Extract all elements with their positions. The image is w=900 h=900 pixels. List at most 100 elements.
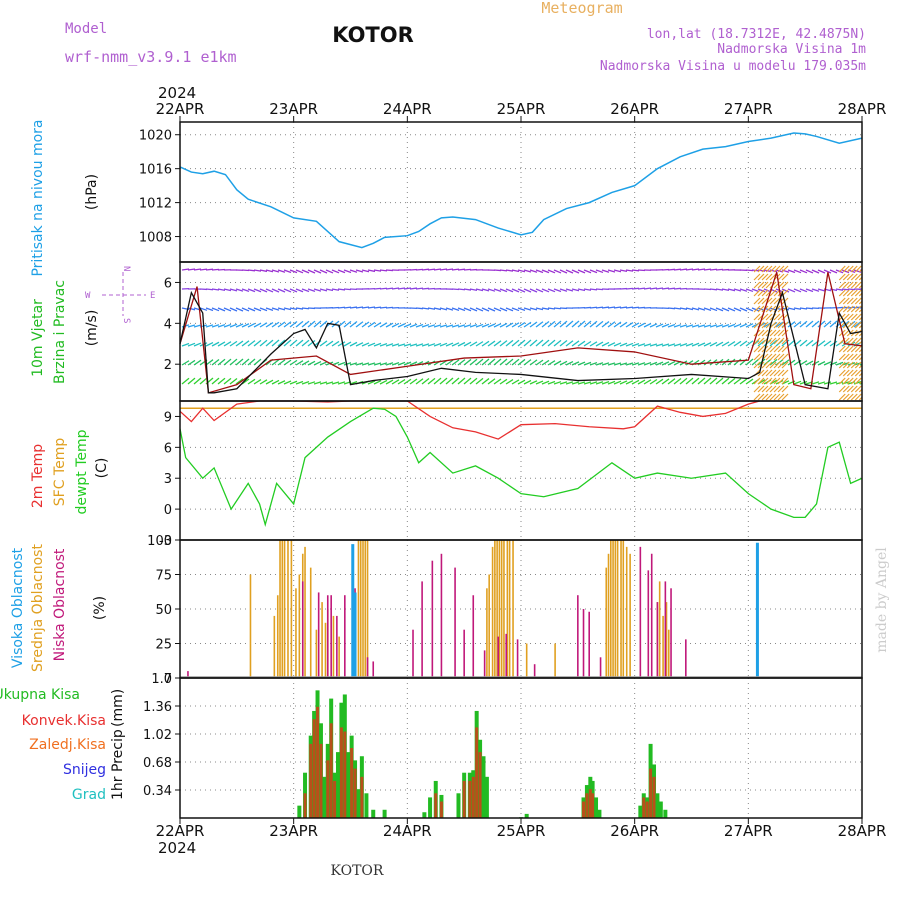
wind-barb	[343, 269, 352, 274]
wind-barb	[259, 288, 268, 293]
wind-barb	[829, 320, 838, 328]
wind-barb	[451, 342, 460, 347]
wind-barb	[343, 306, 352, 309]
wind-barb	[709, 268, 718, 271]
temp2m-line	[179, 400, 760, 440]
wind-barb	[205, 359, 214, 366]
wind-gust-barb	[858, 276, 862, 281]
wind-barb	[739, 378, 748, 385]
wind-barb	[691, 342, 700, 347]
wind-barb	[625, 342, 634, 347]
wind-barb	[379, 287, 388, 290]
wind-barb	[745, 288, 754, 293]
wind-barb	[445, 377, 454, 385]
wind-barb	[625, 362, 634, 366]
wind-barb	[511, 307, 520, 312]
wind-barb	[415, 268, 424, 271]
wind-gust-barb	[842, 377, 850, 385]
wind-barb	[253, 288, 262, 293]
wind-barb	[301, 288, 310, 293]
wind-gust-barb	[777, 385, 785, 393]
wind-barb	[595, 381, 604, 385]
precip-ytick-label: 1.36	[143, 700, 172, 715]
compass-rose: W E N S	[85, 266, 155, 323]
wind-gust-barb	[765, 369, 773, 377]
precip-conv-bar	[478, 752, 482, 818]
date-label-bottom: 25APR	[497, 822, 546, 840]
wind-barb	[265, 339, 274, 347]
wind-barb	[739, 307, 748, 312]
wind-barb	[247, 288, 256, 293]
wind-barb	[271, 339, 280, 347]
wind-barb	[601, 362, 610, 366]
cloud-ytick-label: 25	[155, 638, 172, 653]
wind-barb	[829, 381, 838, 385]
wind-barb	[493, 358, 502, 366]
wind-gust-barb	[773, 361, 781, 369]
wind-barb	[475, 323, 484, 328]
wind-gust-barb	[769, 321, 777, 329]
wind-barb-field	[181, 265, 862, 401]
wind-barb	[349, 341, 358, 347]
wind-barb	[469, 288, 478, 292]
wind-barb	[259, 339, 268, 347]
wind-barb	[445, 324, 454, 328]
date-label-bottom: 26APR	[610, 822, 659, 840]
wind-barb	[415, 343, 424, 347]
wind-gust-barb	[854, 345, 862, 353]
wind-barb	[541, 359, 550, 366]
wind-gust-barb	[757, 377, 765, 385]
wind-barb	[223, 288, 232, 292]
wind-barb	[325, 340, 334, 347]
wind-barb	[733, 288, 742, 292]
wind-barb	[367, 321, 376, 328]
wind-barb	[277, 359, 286, 366]
wind-barb	[331, 306, 340, 309]
wind-barb	[619, 380, 628, 385]
wind-barb	[823, 381, 832, 385]
wind-barb	[685, 377, 694, 385]
wind-barb	[307, 360, 316, 366]
wind-gust-barb	[846, 289, 854, 297]
wind-barb	[391, 322, 400, 328]
precip-conv-bar	[468, 780, 472, 818]
wind-barb	[787, 359, 796, 366]
wind-gust-barb	[765, 377, 773, 385]
wind-barb	[751, 307, 760, 312]
wind-barb	[601, 381, 610, 385]
precip-conv-bar	[649, 768, 653, 818]
precip-total-bar	[524, 813, 529, 818]
wind-barb	[517, 321, 526, 328]
wind-barb	[271, 321, 280, 328]
wind-barb	[331, 340, 340, 347]
wind-barb	[787, 307, 796, 311]
wind-gust-barb	[765, 273, 773, 281]
wind-barb	[397, 378, 406, 385]
wind-barb	[223, 341, 232, 347]
wind-barb	[805, 269, 814, 274]
wind-barb	[427, 307, 436, 310]
wind-barb	[361, 321, 370, 328]
wind-gust-barb	[769, 345, 777, 353]
wind-barb	[697, 268, 706, 271]
wind-barb	[247, 322, 256, 328]
wind-barb	[457, 288, 466, 291]
wind-barb	[247, 340, 256, 347]
wind-barb	[313, 381, 322, 385]
wind-barb	[253, 322, 262, 328]
wind-barb	[427, 324, 436, 328]
precip-total-bar	[481, 756, 486, 818]
wind-barb	[631, 322, 640, 328]
precip-conv-bar	[326, 760, 330, 818]
wind-barb	[409, 378, 418, 385]
wind-barb	[595, 341, 604, 347]
wind-barb	[541, 307, 550, 310]
wind-gust-barb	[765, 361, 773, 369]
wind-barb	[439, 377, 448, 385]
wind-gust-barb	[838, 361, 846, 369]
date-label-top: 22APR	[156, 100, 205, 118]
wind-barb	[229, 340, 238, 347]
wind-barb	[253, 379, 262, 385]
wind-barb	[217, 307, 226, 312]
wind-barb	[745, 378, 754, 385]
